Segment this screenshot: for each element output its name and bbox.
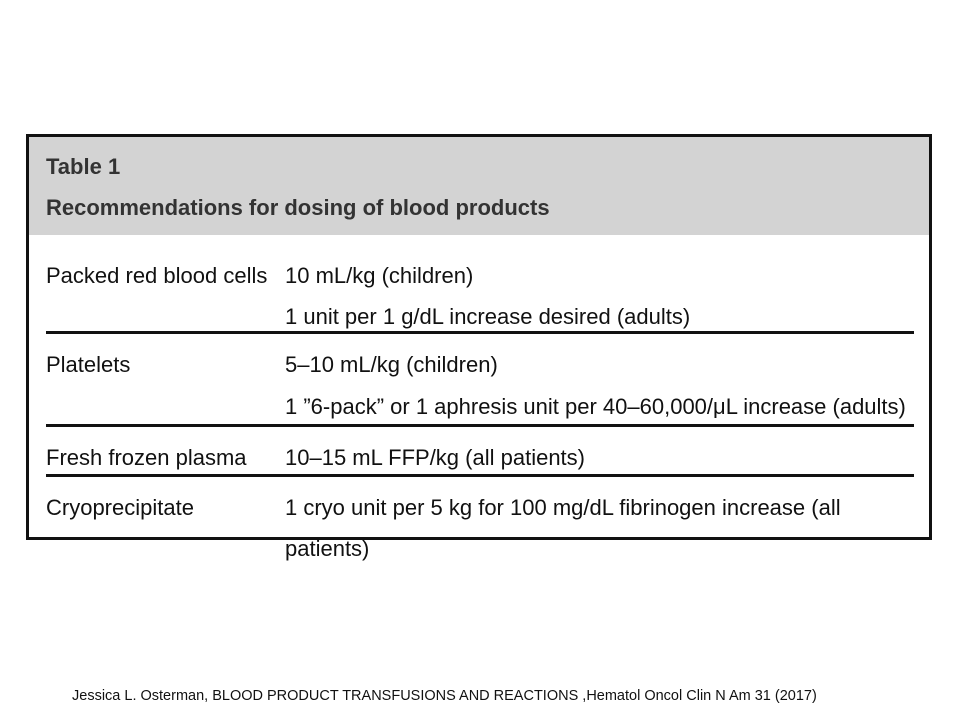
dose-line: 5–10 mL/kg (children) bbox=[285, 352, 498, 377]
dose-line: 10 mL/kg (children) bbox=[285, 263, 474, 288]
product-name: Packed red blood cells bbox=[46, 263, 268, 288]
dose-line: 1 ”6-pack” or 1 aphresis unit per 40–60,… bbox=[285, 394, 906, 419]
dosing-table: Table 1 Recommendations for dosing of bl… bbox=[26, 134, 932, 561]
dose-line: 1 cryo unit per 5 kg for 100 mg/dL fibri… bbox=[285, 495, 841, 561]
dose-line: 10–15 mL FFP/kg (all patients) bbox=[285, 445, 585, 470]
row-divider bbox=[46, 331, 914, 334]
product-name: Platelets bbox=[46, 352, 131, 377]
citation: Jessica L. Osterman, BLOOD PRODUCT TRANS… bbox=[72, 688, 817, 704]
dose-line: 1 unit per 1 g/dL increase desired (adul… bbox=[285, 304, 691, 329]
product-name: Fresh frozen plasma bbox=[46, 445, 247, 470]
table-header: Table 1 Recommendations for dosing of bl… bbox=[29, 137, 929, 235]
table-label: Table 1 bbox=[46, 154, 121, 179]
table-caption: Recommendations for dosing of blood prod… bbox=[46, 195, 550, 220]
row-divider bbox=[46, 424, 914, 427]
product-name: Cryoprecipitate bbox=[46, 495, 194, 520]
row-divider bbox=[46, 474, 914, 477]
